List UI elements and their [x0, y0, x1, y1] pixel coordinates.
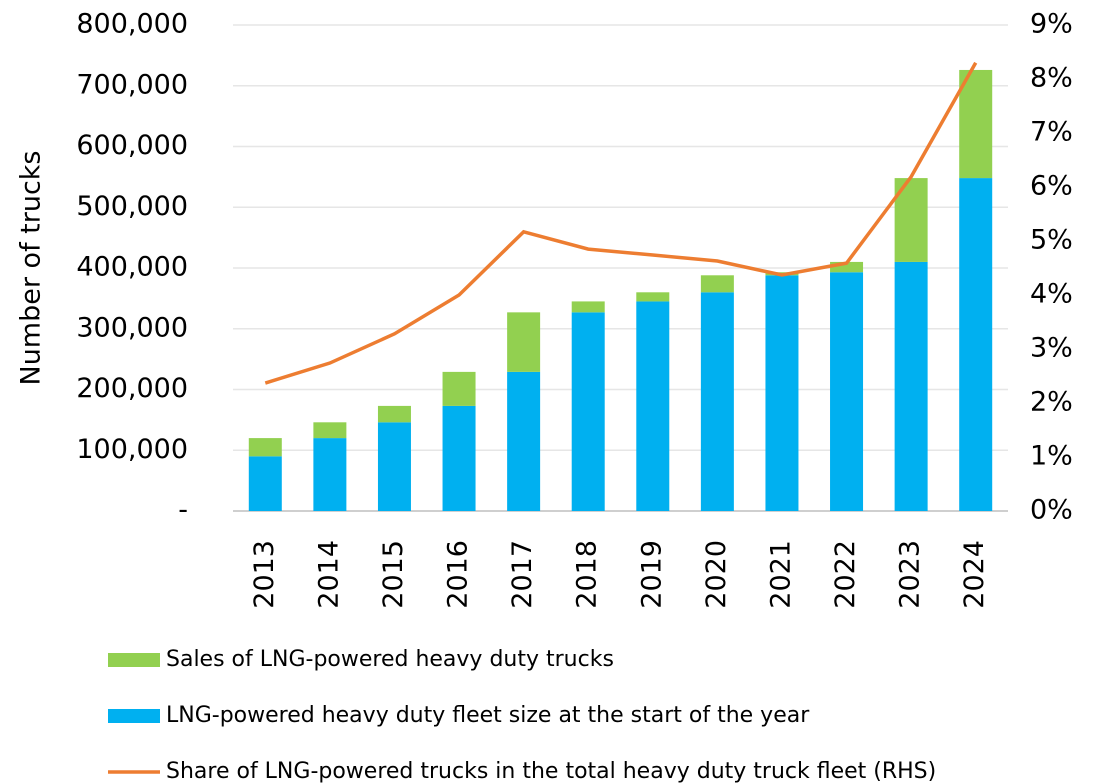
y2-tick-label: 4%	[1030, 279, 1073, 310]
x-tick-label: 2024	[959, 540, 990, 609]
bar	[442, 371, 476, 406]
y-tick-label: 500,000	[76, 191, 188, 222]
bar	[248, 456, 282, 511]
y2-tick-label: 1%	[1030, 441, 1073, 472]
x-tick-label: 2023	[895, 540, 926, 609]
x-tick-label: 2019	[636, 540, 667, 609]
y-tick-label: 700,000	[76, 69, 188, 100]
line	[264, 61, 978, 385]
bar	[507, 312, 541, 372]
y2-tick-label: 8%	[1030, 63, 1073, 94]
x-tick-label: 2021	[765, 540, 796, 609]
y-axis-title: Number of trucks	[16, 151, 47, 386]
x-tick-label: 2014	[313, 540, 344, 609]
bar	[377, 422, 411, 511]
bar	[377, 405, 411, 423]
x-tick-label: 2015	[378, 540, 409, 609]
x-tick-label: 2017	[507, 540, 538, 609]
y2-tick-label: 2%	[1030, 387, 1073, 418]
y-tick-label: 100,000	[76, 434, 188, 465]
bar	[313, 438, 347, 511]
x-tick-label: 2013	[249, 540, 280, 609]
x-tick-label: 2020	[701, 540, 732, 609]
legend-label: Share of LNG-powered trucks in the total…	[166, 759, 936, 784]
y2-tick-label: 5%	[1030, 225, 1073, 256]
bar	[571, 301, 605, 313]
legend-swatch	[108, 709, 160, 723]
bar	[765, 275, 799, 511]
bar	[830, 272, 864, 511]
bar	[248, 438, 282, 457]
x-tick-label: 2018	[572, 540, 603, 609]
x-tick-label: 2016	[443, 540, 474, 609]
x-tick-label: 2022	[830, 540, 861, 609]
y-tick-label: 400,000	[76, 252, 188, 283]
bar	[507, 371, 541, 511]
legend-swatch	[108, 653, 160, 667]
y2-tick-label: 9%	[1030, 9, 1073, 40]
y-tick-label: 300,000	[76, 312, 188, 343]
y-tick-label: -	[178, 495, 188, 526]
bar	[894, 261, 928, 511]
y2-tick-label: 6%	[1030, 171, 1073, 202]
bar	[636, 292, 670, 302]
bar	[830, 261, 864, 273]
bar	[959, 178, 993, 511]
bar	[700, 275, 734, 293]
bar	[313, 422, 347, 439]
y2-tick-label: 3%	[1030, 333, 1073, 364]
y2-tick-label: 7%	[1030, 117, 1073, 148]
bar	[959, 69, 993, 179]
bar	[636, 301, 670, 511]
bar	[700, 292, 734, 511]
y-tick-label: 600,000	[76, 130, 188, 161]
bar	[571, 312, 605, 511]
y2-tick-label: 0%	[1030, 495, 1073, 526]
y-tick-label: 200,000	[76, 373, 188, 404]
y-tick-label: 800,000	[76, 9, 188, 40]
legend-label: LNG-powered heavy duty fleet size at the…	[166, 703, 810, 728]
bar	[442, 405, 476, 511]
legend-label: Sales of LNG-powered heavy duty trucks	[166, 647, 614, 672]
